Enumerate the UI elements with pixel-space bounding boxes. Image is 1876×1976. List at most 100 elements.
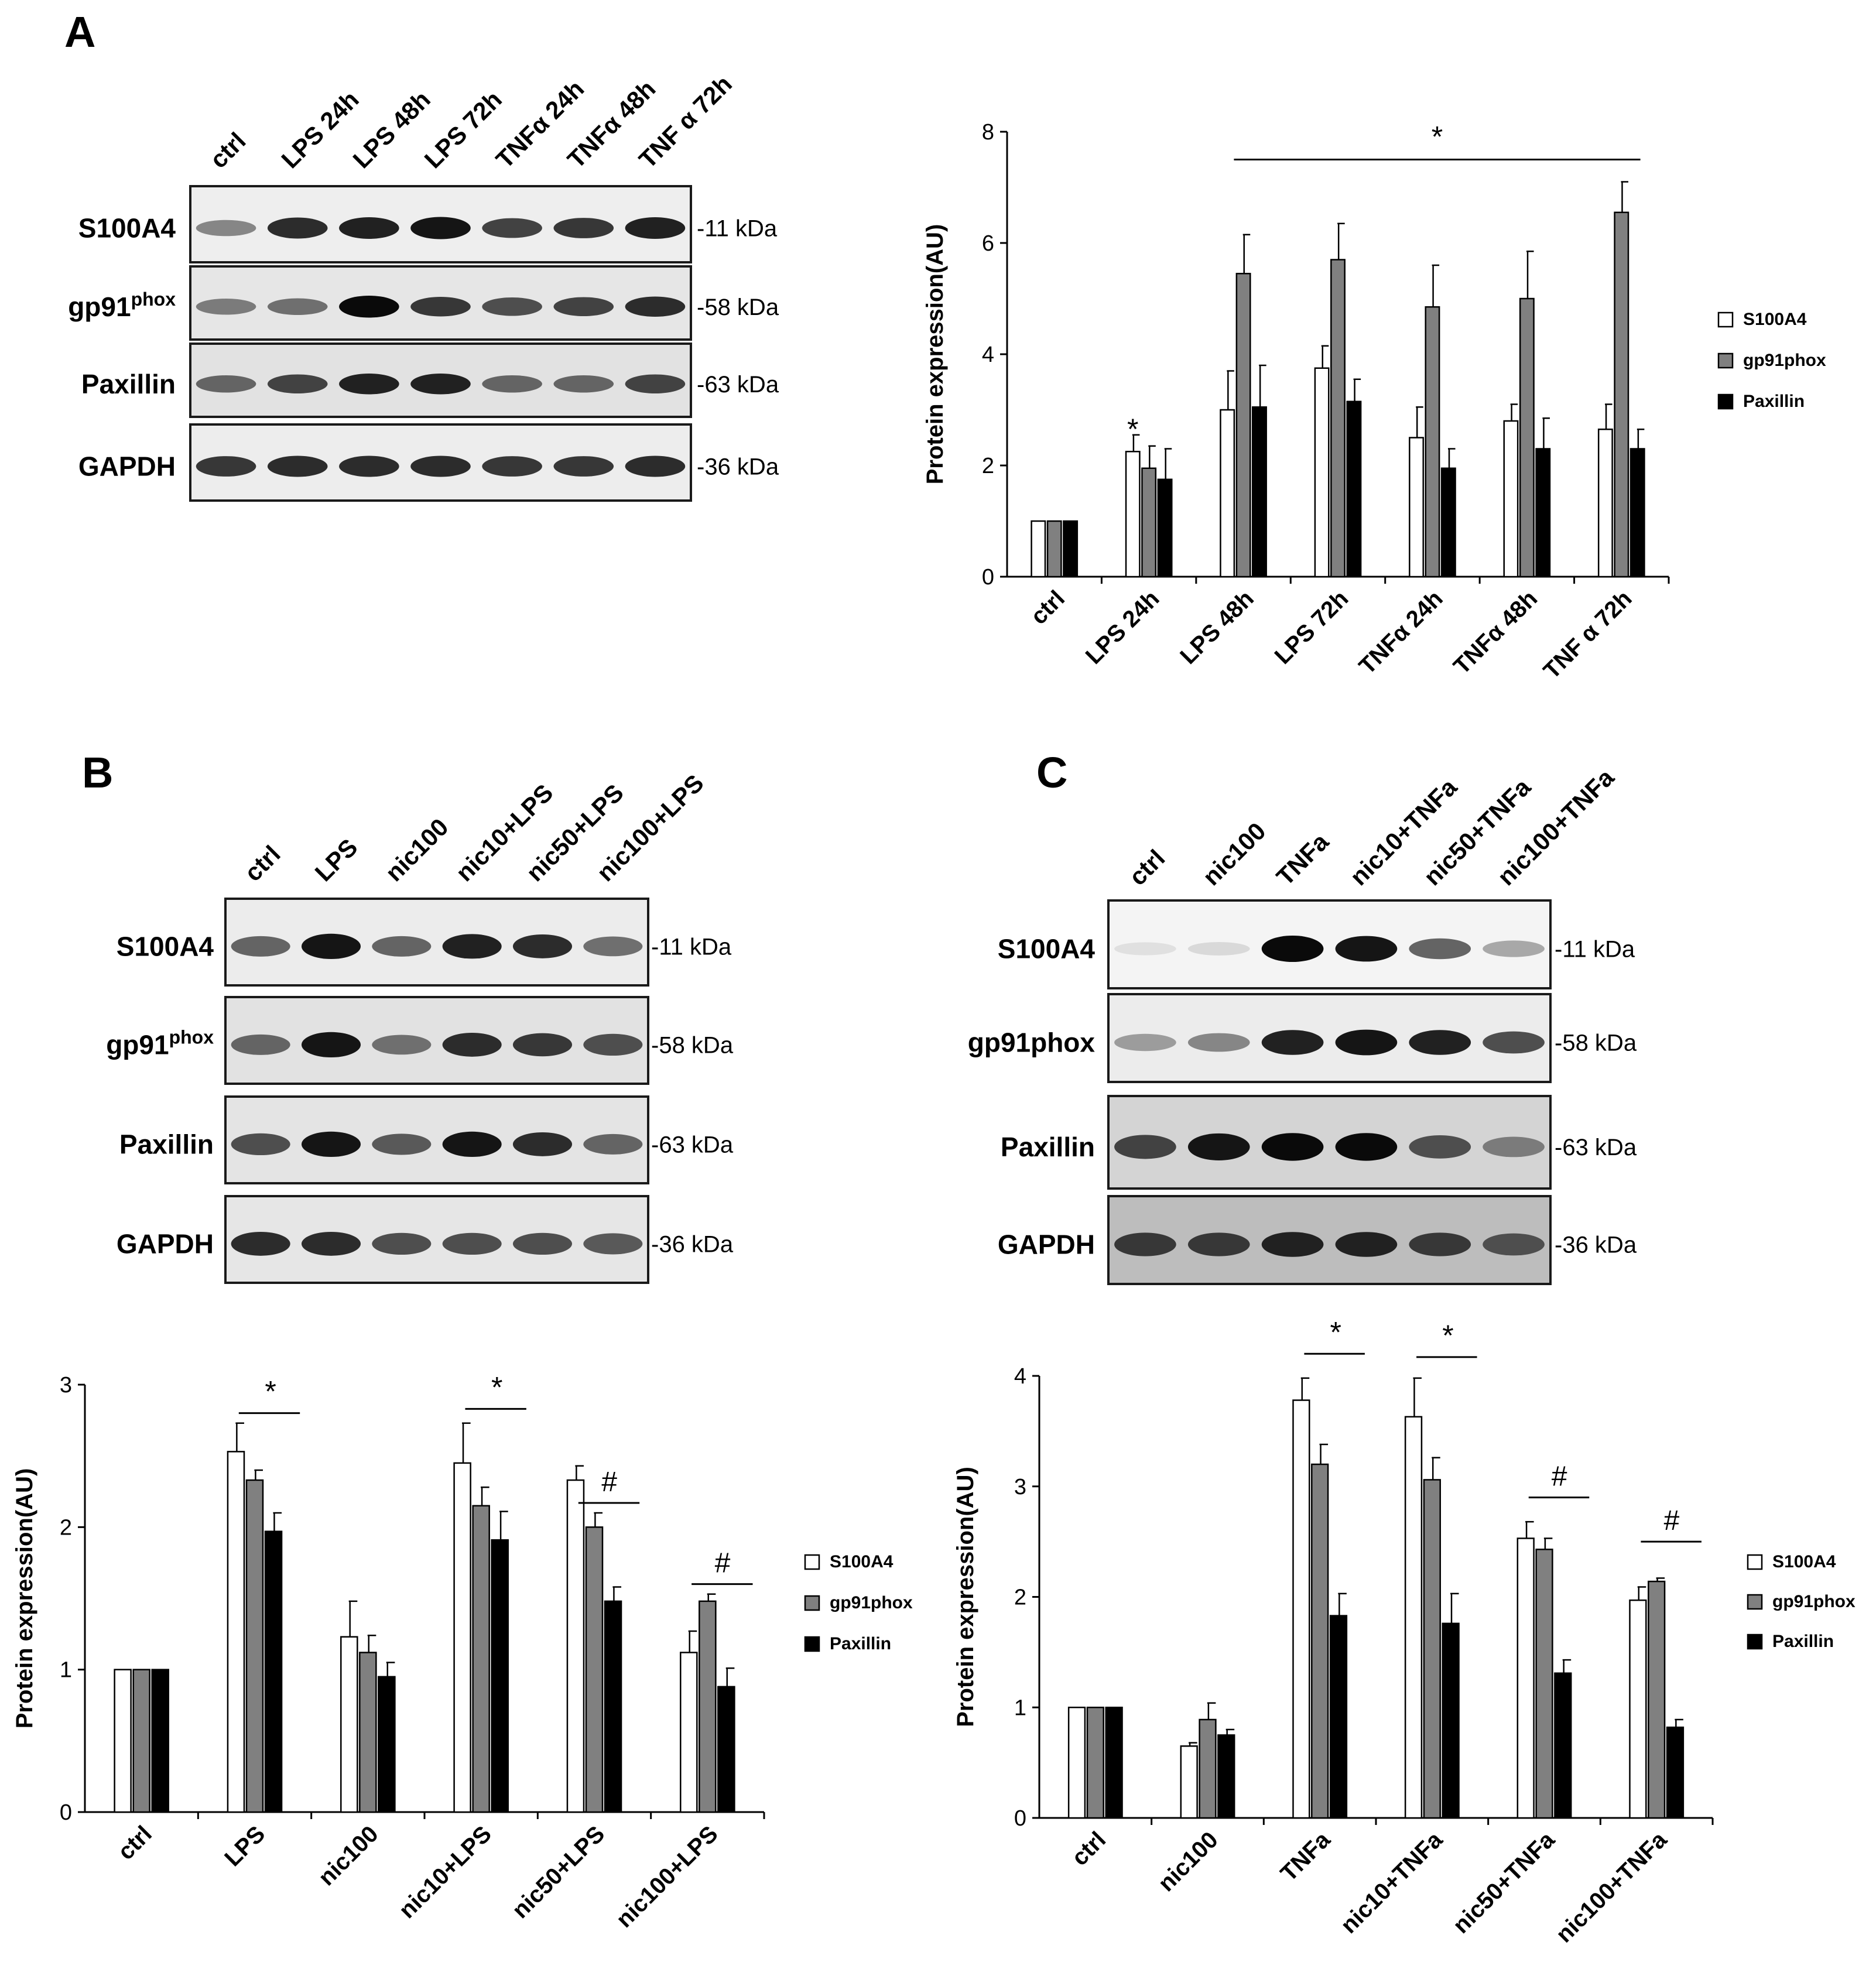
bar-paxillin bbox=[1535, 448, 1551, 578]
blot-band bbox=[512, 1132, 573, 1156]
blot-band bbox=[512, 1033, 573, 1057]
blot-band bbox=[372, 1035, 432, 1055]
bar-paxillin bbox=[1346, 400, 1362, 578]
bar-paxillin bbox=[1442, 1622, 1460, 1819]
blot-protein-superscript: phox bbox=[131, 289, 176, 310]
bar-s100a4 bbox=[1067, 1707, 1086, 1819]
blot-row-s100a4: S100A4 -11 kDa bbox=[78, 185, 778, 263]
significance-marker: * bbox=[1432, 121, 1443, 153]
blot-band bbox=[625, 374, 686, 393]
bar-s100a4 bbox=[1409, 437, 1424, 578]
legend-swatch-paxillin bbox=[1747, 1633, 1763, 1650]
bar-paxillin bbox=[378, 1676, 396, 1813]
blot-row-s100a4: S100A4 -11 kDa bbox=[998, 899, 1635, 989]
bar-s100a4 bbox=[1503, 420, 1519, 578]
bar-gp91phox bbox=[1425, 306, 1440, 578]
blot-band bbox=[1114, 1232, 1176, 1256]
blot-protein-label: Paxillin bbox=[119, 1129, 214, 1159]
blot-row-s100a4: S100A4 -11 kDa bbox=[117, 898, 732, 987]
bar-s100a4 bbox=[1629, 1599, 1647, 1819]
blot-band bbox=[553, 375, 614, 393]
blot-row-gp91phox: gp91phox -58 kDa bbox=[968, 993, 1637, 1083]
legend-swatch-s100a4 bbox=[804, 1554, 820, 1570]
bar-paxillin bbox=[1252, 406, 1267, 578]
blot-membrane bbox=[224, 898, 649, 987]
blot-band bbox=[1261, 1133, 1324, 1161]
blot-band bbox=[267, 217, 328, 239]
bar-paxillin bbox=[717, 1686, 735, 1813]
blot-band bbox=[339, 296, 399, 318]
blot-kda-marker: -36 kDa bbox=[1555, 1232, 1637, 1258]
blot-kda-marker: -36 kDa bbox=[697, 454, 779, 480]
blot-row-gp91phox: gp91phox -58 kDa bbox=[106, 996, 734, 1085]
bar-paxillin bbox=[604, 1600, 622, 1813]
panel-letter-a: A bbox=[64, 8, 95, 56]
y-tick-label: 2 bbox=[60, 1515, 72, 1540]
legend-label-s100a4: S100A4 bbox=[830, 1552, 894, 1571]
blot-band bbox=[1483, 1031, 1545, 1054]
blot-band bbox=[1409, 938, 1471, 960]
bar-s100a4 bbox=[1292, 1399, 1310, 1819]
blot-band bbox=[482, 456, 542, 477]
blot-band bbox=[267, 298, 328, 315]
legend-label-gp91phox: gp91phox bbox=[1743, 351, 1826, 370]
blot-row-gapdh: GAPDH -36 kDa bbox=[117, 1195, 734, 1284]
bar-s100a4 bbox=[566, 1479, 585, 1813]
blot-band bbox=[301, 933, 361, 960]
blot-band bbox=[339, 374, 399, 395]
blot-band bbox=[196, 220, 256, 237]
bar-s100a4 bbox=[1220, 409, 1235, 578]
blot-kda-marker: -11 kDa bbox=[651, 934, 732, 960]
bar-s100a4 bbox=[1314, 367, 1330, 578]
bar-paxillin bbox=[491, 1539, 509, 1813]
blot-protein-name: gp91 bbox=[106, 1029, 169, 1060]
bar-gp91phox bbox=[1519, 297, 1535, 578]
significance-marker: # bbox=[1551, 1461, 1567, 1492]
legend-swatch-gp91phox bbox=[1717, 352, 1734, 369]
blot-band bbox=[442, 1131, 502, 1157]
legend-swatch-paxillin bbox=[804, 1636, 820, 1652]
significance-marker: * bbox=[1329, 1316, 1341, 1348]
panel-letter-c: C bbox=[1036, 748, 1067, 797]
y-tick-label: 3 bbox=[1014, 1475, 1026, 1499]
blot-band bbox=[1187, 1232, 1250, 1256]
bar-gp91phox bbox=[1046, 520, 1062, 578]
blot-band bbox=[512, 1232, 573, 1255]
legend-label-paxillin: Paxillin bbox=[1743, 392, 1805, 411]
blot-band bbox=[1409, 1232, 1471, 1256]
significance-marker: # bbox=[714, 1548, 731, 1579]
y-tick-label: 2 bbox=[1014, 1585, 1026, 1610]
blot-band bbox=[625, 217, 686, 239]
significance-marker: * bbox=[1127, 413, 1138, 446]
blot-band bbox=[442, 1032, 502, 1057]
blot-protein-label: S100A4 bbox=[117, 931, 214, 961]
blot-band bbox=[339, 456, 399, 477]
blot-kda-marker: -11 kDa bbox=[1555, 937, 1635, 963]
blot-protein-label: S100A4 bbox=[78, 213, 176, 244]
blot-protein-label: Paxillin bbox=[1001, 1132, 1095, 1162]
y-axis-label: Protein expression(AU) bbox=[12, 1468, 37, 1729]
bar-paxillin bbox=[1629, 448, 1645, 578]
blot-membrane bbox=[224, 1095, 649, 1184]
bar-gp91phox bbox=[1086, 1707, 1104, 1819]
bar-paxillin bbox=[1105, 1707, 1123, 1819]
blot-band bbox=[410, 217, 471, 239]
y-tick-label: 6 bbox=[982, 231, 994, 256]
bar-paxillin bbox=[1329, 1615, 1348, 1819]
blot-band bbox=[1335, 1232, 1398, 1257]
legend-swatch-gp91phox bbox=[1747, 1594, 1763, 1610]
legend-label-paxillin: Paxillin bbox=[830, 1634, 891, 1653]
bar-gp91phox bbox=[585, 1526, 604, 1813]
blot-kda-marker: -58 kDa bbox=[651, 1032, 734, 1058]
blot-kda-marker: -63 kDa bbox=[697, 372, 779, 398]
bar-gp91phox bbox=[472, 1505, 490, 1813]
blot-band bbox=[583, 1233, 643, 1255]
y-tick-label: 0 bbox=[60, 1800, 72, 1825]
blot-band bbox=[583, 1033, 643, 1056]
y-tick-label: 3 bbox=[60, 1373, 72, 1398]
y-tick-label: 4 bbox=[982, 343, 994, 367]
blot-band bbox=[196, 456, 256, 477]
blot-protein-label: GAPDH bbox=[117, 1228, 214, 1259]
blot-band bbox=[231, 936, 290, 957]
blot-row-gapdh: GAPDH -36 kDa bbox=[78, 423, 779, 502]
